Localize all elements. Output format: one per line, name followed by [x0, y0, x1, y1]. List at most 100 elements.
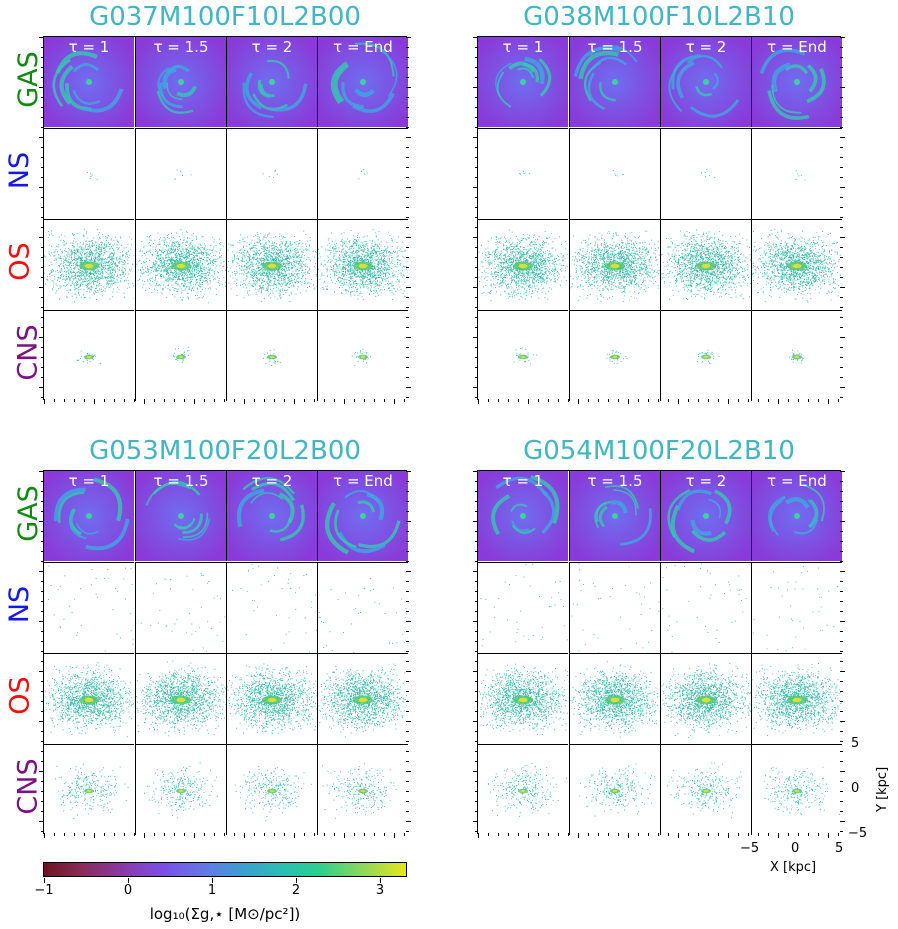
panel-cns-4 — [317, 310, 408, 401]
row-label-os: OS — [0, 242, 40, 280]
panel-ns-4 — [751, 562, 842, 653]
panel-cns-4 — [317, 744, 408, 835]
panel-gas-3: τ = 2 — [226, 471, 317, 561]
panel-ns-2 — [569, 128, 660, 219]
panel-cns-1 — [44, 310, 134, 401]
panel-ns-1 — [478, 128, 568, 219]
x-axis-label: X [kpc] — [770, 860, 816, 875]
panel-cns-3 — [660, 744, 751, 835]
panel-cns-2 — [135, 310, 226, 401]
panel-cns-3 — [226, 744, 317, 835]
panel-gas-3: τ = 2 — [226, 37, 317, 127]
colorbar-tick-label: 0 — [113, 883, 143, 898]
panel-ns-1 — [44, 562, 134, 653]
colorbar-tick-label: 2 — [281, 883, 311, 898]
panel-os-3 — [226, 219, 317, 310]
y-tick-label: 5 — [851, 736, 859, 751]
column-label: τ = End — [318, 472, 408, 490]
panel-ns-4 — [751, 128, 842, 219]
panel-gas-2: τ = 1.5 — [135, 37, 226, 127]
panel-os-4 — [751, 653, 842, 744]
block-title: G053M100F20L2B00 — [43, 434, 407, 468]
column-label: τ = End — [318, 38, 408, 56]
block-title: G037M100F10L2B00 — [43, 0, 407, 34]
panel-gas-2: τ = 1.5 — [569, 37, 660, 127]
row-label-ns: NS — [0, 586, 40, 623]
panel-gas-2: τ = 1.5 — [135, 471, 226, 561]
column-label: τ = 1 — [44, 472, 134, 490]
panel-ns-3 — [660, 562, 751, 653]
panel-os-4 — [317, 219, 408, 310]
y-axis-label: Y [kpc] — [875, 767, 890, 812]
panel-gas-1: τ = 1 — [478, 471, 568, 561]
row-label-gas: GAS — [0, 485, 44, 542]
block-title: G054M100F20L2B10 — [477, 434, 841, 468]
panel-gas-4: τ = End — [317, 471, 408, 561]
panel-gas-4: τ = End — [751, 471, 842, 561]
panel-ns-4 — [317, 128, 408, 219]
colorbar: −1 0 1 2 3 — [34, 862, 407, 898]
panel-ns-3 — [660, 128, 751, 219]
panel-cns-3 — [226, 310, 317, 401]
panel-ns-2 — [135, 128, 226, 219]
panel-os-1 — [44, 653, 134, 744]
panel-os-1 — [44, 219, 134, 310]
panel-os-3 — [660, 653, 751, 744]
panel-cns-4 — [751, 310, 842, 401]
panel-os-1 — [478, 219, 568, 310]
panel-gas-1: τ = 1 — [44, 471, 134, 561]
column-label: τ = 2 — [227, 472, 317, 490]
panel-cns-1 — [478, 310, 568, 401]
panel-ns-4 — [317, 562, 408, 653]
y-tick-label: −5 — [848, 826, 867, 841]
panel-gas-1: τ = 1 — [478, 37, 568, 127]
panel-gas-4: τ = End — [751, 37, 842, 127]
panel-ns-2 — [135, 562, 226, 653]
panel-os-2 — [569, 219, 660, 310]
x-tick-label: −5 — [740, 841, 759, 856]
panel-gas-3: τ = 2 — [660, 471, 751, 561]
panel-os-3 — [226, 653, 317, 744]
panel-ns-3 — [226, 562, 317, 653]
column-label: τ = 1.5 — [136, 472, 226, 490]
column-label: τ = 1 — [44, 38, 134, 56]
column-label: τ = 1 — [478, 38, 568, 56]
panel-ns-3 — [226, 128, 317, 219]
panel-os-2 — [135, 219, 226, 310]
panel-cns-2 — [569, 744, 660, 835]
column-label: τ = End — [752, 472, 842, 490]
column-label: τ = 1.5 — [570, 472, 660, 490]
panel-ns-1 — [478, 562, 568, 653]
panel-os-2 — [569, 653, 660, 744]
panel-os-4 — [751, 219, 842, 310]
panel-os-2 — [135, 653, 226, 744]
block-title: G038M100F10L2B10 — [477, 0, 841, 34]
panel-os-3 — [660, 219, 751, 310]
panel-gas-3: τ = 2 — [660, 37, 751, 127]
panel-cns-4 — [751, 744, 842, 835]
panel-ns-1 — [44, 128, 134, 219]
panel-cns-1 — [44, 744, 134, 835]
row-label-cns: CNS — [0, 324, 44, 380]
panel-ns-2 — [569, 562, 660, 653]
y-tick-label: 0 — [851, 781, 859, 796]
x-tick-label: 0 — [791, 841, 799, 856]
colorbar-tick-label: −1 — [29, 883, 59, 898]
colorbar-label: log₁₀(Σg,⋆ [M⊙/pc²]) — [43, 905, 407, 923]
colorbar-tick-label: 1 — [197, 883, 227, 898]
column-label: τ = 2 — [227, 38, 317, 56]
panel-os-1 — [478, 653, 568, 744]
panel-os-4 — [317, 653, 408, 744]
panel-cns-2 — [135, 744, 226, 835]
panel-gas-1: τ = 1 — [44, 37, 134, 127]
panel-cns-1 — [478, 744, 568, 835]
row-label-os: OS — [0, 676, 40, 714]
panel-gas-4: τ = End — [317, 37, 408, 127]
column-label: τ = 2 — [661, 38, 751, 56]
row-label-cns: CNS — [0, 758, 44, 814]
panel-cns-3 — [660, 310, 751, 401]
